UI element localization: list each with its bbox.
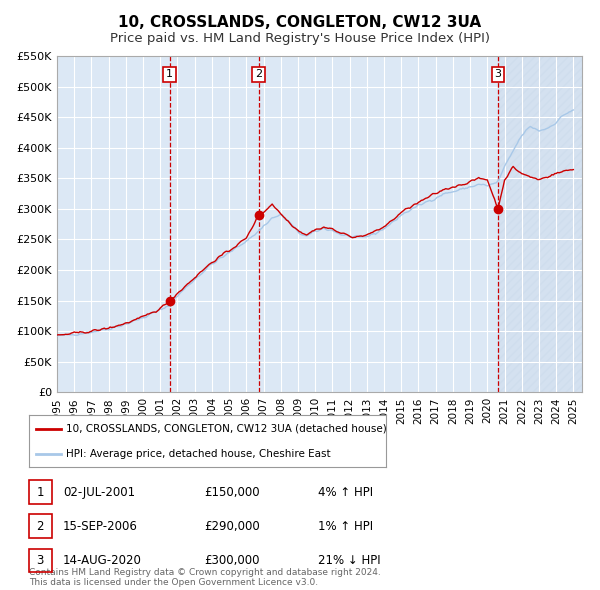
Text: 3: 3 [37, 554, 44, 567]
Text: 2: 2 [37, 520, 44, 533]
Text: 14-AUG-2020: 14-AUG-2020 [63, 554, 142, 567]
Text: Price paid vs. HM Land Registry's House Price Index (HPI): Price paid vs. HM Land Registry's House … [110, 32, 490, 45]
Text: Contains HM Land Registry data © Crown copyright and database right 2024.
This d: Contains HM Land Registry data © Crown c… [29, 568, 380, 587]
Text: £290,000: £290,000 [204, 520, 260, 533]
Text: 15-SEP-2006: 15-SEP-2006 [63, 520, 138, 533]
Text: £300,000: £300,000 [204, 554, 260, 567]
Text: 02-JUL-2001: 02-JUL-2001 [63, 486, 135, 499]
Text: 1% ↑ HPI: 1% ↑ HPI [318, 520, 373, 533]
Text: 10, CROSSLANDS, CONGLETON, CW12 3UA (detached house): 10, CROSSLANDS, CONGLETON, CW12 3UA (det… [66, 424, 387, 434]
Text: 2: 2 [255, 70, 262, 80]
Bar [498, 56, 582, 392]
Text: 21% ↓ HPI: 21% ↓ HPI [318, 554, 380, 567]
Bar [259, 56, 498, 392]
Text: 3: 3 [494, 70, 502, 80]
Text: 1: 1 [166, 70, 173, 80]
Text: HPI: Average price, detached house, Cheshire East: HPI: Average price, detached house, Ches… [66, 449, 331, 459]
Text: 1: 1 [37, 486, 44, 499]
Text: 10, CROSSLANDS, CONGLETON, CW12 3UA: 10, CROSSLANDS, CONGLETON, CW12 3UA [118, 15, 482, 30]
Text: £150,000: £150,000 [204, 486, 260, 499]
Text: 4% ↑ HPI: 4% ↑ HPI [318, 486, 373, 499]
Bar [170, 56, 259, 392]
